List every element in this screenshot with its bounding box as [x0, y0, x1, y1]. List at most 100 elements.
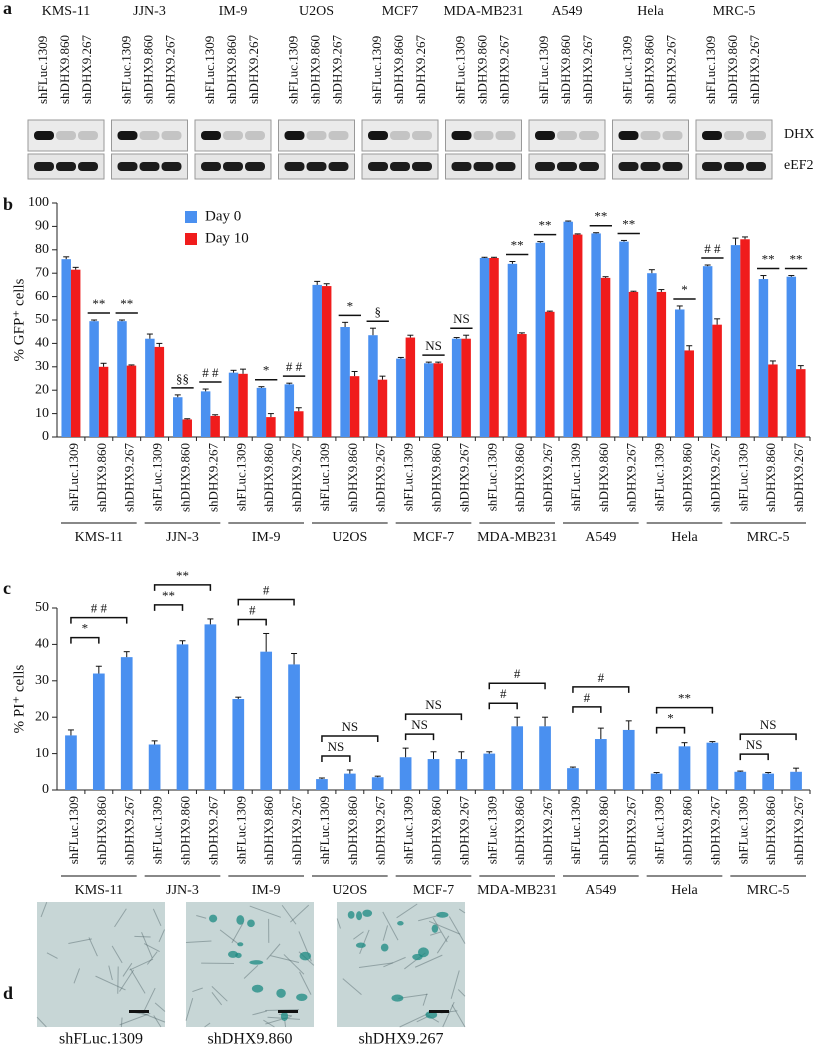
cell-process: [281, 904, 297, 925]
y-tick-label: 0: [42, 429, 49, 444]
significance-label: NS: [760, 717, 777, 732]
legend-label: Day 10: [205, 230, 249, 246]
panel-letter: c: [3, 578, 11, 598]
bar: [650, 773, 663, 790]
band: [34, 162, 54, 171]
x-tick-label: shFLuc.1309: [735, 443, 750, 511]
x-tick-label: shFLuc.1309: [401, 796, 416, 864]
stained-cell: [431, 924, 439, 933]
cell-process: [196, 915, 207, 919]
x-tick-label: shDHX9.267: [707, 443, 722, 512]
group-label: Hela: [671, 530, 698, 545]
y-tick-label: 50: [35, 600, 49, 615]
band: [56, 131, 76, 140]
x-tick-label: shDHX9.267: [456, 796, 471, 865]
bar: [98, 366, 109, 437]
significance-label: *: [681, 282, 688, 297]
x-tick-label: shDHX9.860: [261, 796, 276, 865]
x-tick-label: shDHX9.860: [177, 443, 192, 512]
significance-label: #: [500, 686, 507, 701]
significance-label: #: [598, 670, 605, 685]
bar: [567, 768, 579, 790]
band: [412, 131, 432, 140]
micrograph-label: shDHX9.267: [359, 1031, 444, 1048]
y-tick-label: 30: [35, 359, 49, 374]
band: [451, 162, 472, 171]
cell-process: [120, 1017, 123, 1028]
cell-process: [192, 987, 203, 993]
y-tick-label: 100: [28, 195, 49, 210]
cell-line-label: A549: [551, 4, 582, 19]
lane-label: shDHX9.267: [246, 35, 261, 104]
bar: [204, 624, 217, 790]
x-tick-label: shFLuc.1309: [652, 443, 667, 511]
group-label: MDA-MB231: [477, 530, 557, 545]
band: [473, 131, 494, 140]
x-tick-label: shDHX9.860: [345, 796, 360, 865]
lane-label: shDHX9.267: [79, 35, 94, 104]
x-tick-label: shFLuc.1309: [484, 796, 499, 864]
cell-process: [119, 1012, 151, 1026]
bar: [368, 335, 378, 437]
group-label: MCF-7: [413, 883, 454, 898]
significance-bracket: [404, 713, 463, 721]
bar: [734, 771, 747, 790]
bar: [70, 269, 81, 437]
significance-bracket: [655, 726, 686, 734]
significance-label: #: [249, 602, 256, 617]
y-tick-label: 30: [35, 673, 49, 688]
bar: [405, 337, 416, 437]
panel-letter: b: [3, 194, 13, 214]
band: [451, 131, 472, 140]
group-label: KMS-11: [75, 530, 124, 545]
x-tick-label: shDHX9.860: [512, 796, 527, 865]
significance-label: # #: [202, 365, 219, 380]
lane-label: shDHX9.267: [663, 35, 678, 104]
cell-process: [382, 925, 389, 941]
band: [662, 131, 683, 140]
cell-process: [46, 952, 58, 959]
lane-label: shDHX9.860: [474, 35, 489, 104]
band: [139, 131, 160, 140]
group-label: MRC-5: [747, 530, 790, 545]
lane-label: shDHX9.267: [413, 35, 428, 104]
cell-process: [442, 1001, 455, 1028]
cell-process: [111, 945, 123, 964]
bar: [371, 777, 384, 790]
x-tick-label: shDHX9.860: [177, 796, 192, 865]
cell-process: [266, 943, 281, 960]
band: [640, 162, 661, 171]
scale-bar: [278, 1010, 298, 1013]
significance-label: NS: [328, 739, 345, 754]
group-label: IM-9: [252, 530, 281, 545]
cell-process: [108, 965, 113, 981]
band: [201, 131, 221, 140]
band: [579, 131, 599, 140]
x-tick-label: shDHX9.267: [540, 443, 555, 512]
bar: [145, 338, 155, 437]
band: [535, 131, 555, 140]
significance-label: #: [584, 690, 591, 705]
band: [368, 162, 388, 171]
bar: [61, 259, 71, 437]
lane-label: shFLuc.1309: [619, 36, 634, 104]
stained-cell: [251, 984, 264, 993]
bar: [238, 373, 248, 437]
bar: [232, 699, 245, 790]
significance-label: *: [82, 621, 89, 636]
y-tick-label: 70: [35, 265, 49, 280]
cell-process: [358, 962, 394, 968]
band: [306, 131, 327, 140]
band: [284, 131, 305, 140]
bar: [790, 771, 802, 790]
x-tick-label: shDHX9.267: [791, 443, 806, 512]
x-tick-label: shDHX9.860: [428, 443, 443, 512]
lane-label: shDHX9.860: [224, 35, 239, 104]
cell-process: [290, 904, 310, 923]
group-label: KMS-11: [75, 883, 124, 898]
x-tick-label: shDHX9.267: [540, 796, 555, 865]
panel-letter: a: [3, 0, 12, 18]
significance-bracket: [321, 755, 351, 762]
x-tick-label: shDHX9.267: [624, 443, 639, 512]
group-label: A549: [585, 883, 616, 898]
